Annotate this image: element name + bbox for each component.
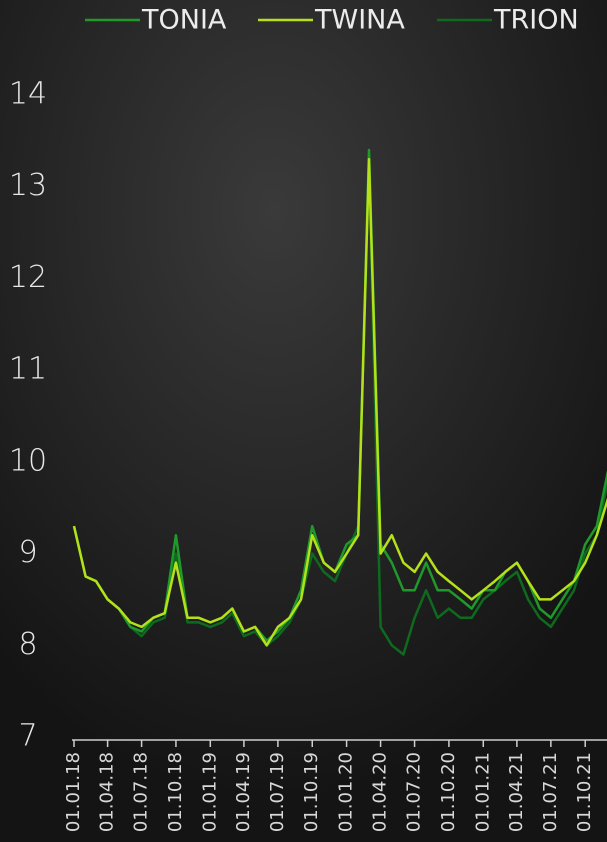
legend-label: TRION xyxy=(493,5,579,36)
x-tick-label: 01.10.21 xyxy=(574,752,595,832)
x-tick-label: 01.01.19 xyxy=(199,752,220,832)
y-tick-label: 13 xyxy=(9,168,47,203)
y-tick-label: 11 xyxy=(9,352,47,387)
x-tick-label: 01.07.21 xyxy=(540,752,561,832)
y-tick-label: 9 xyxy=(18,535,37,570)
y-tick-label: 8 xyxy=(18,627,37,662)
x-tick-label: 01.10.20 xyxy=(438,752,459,832)
y-tick-label: 10 xyxy=(9,443,47,478)
x-tick-label: 01.04.18 xyxy=(97,752,118,832)
x-tick-label: 01.01.18 xyxy=(63,752,84,832)
x-tick-label: 01.04.20 xyxy=(370,752,391,832)
x-tick-label: 01.01.20 xyxy=(336,752,357,832)
legend-label: TWINA xyxy=(314,5,405,36)
x-tick-label: 01.04.19 xyxy=(233,752,254,832)
y-tick-label: 12 xyxy=(9,260,47,295)
x-tick-label: 01.04.21 xyxy=(506,752,527,832)
legend-label: TONIA xyxy=(141,5,227,36)
x-tick-label: 01.07.19 xyxy=(267,752,288,832)
series-line xyxy=(72,157,607,647)
x-tick-label: 01.07.20 xyxy=(404,752,425,832)
series-line xyxy=(72,167,607,656)
x-tick-label: 01.10.18 xyxy=(165,752,186,832)
x-tick-label: 01.07.18 xyxy=(131,752,152,832)
x-tick-label: 01.10.19 xyxy=(301,752,322,832)
x-tick-label: 01.01.21 xyxy=(472,752,493,832)
y-tick-label: 14 xyxy=(9,77,47,112)
y-tick-label: 7 xyxy=(18,719,37,754)
